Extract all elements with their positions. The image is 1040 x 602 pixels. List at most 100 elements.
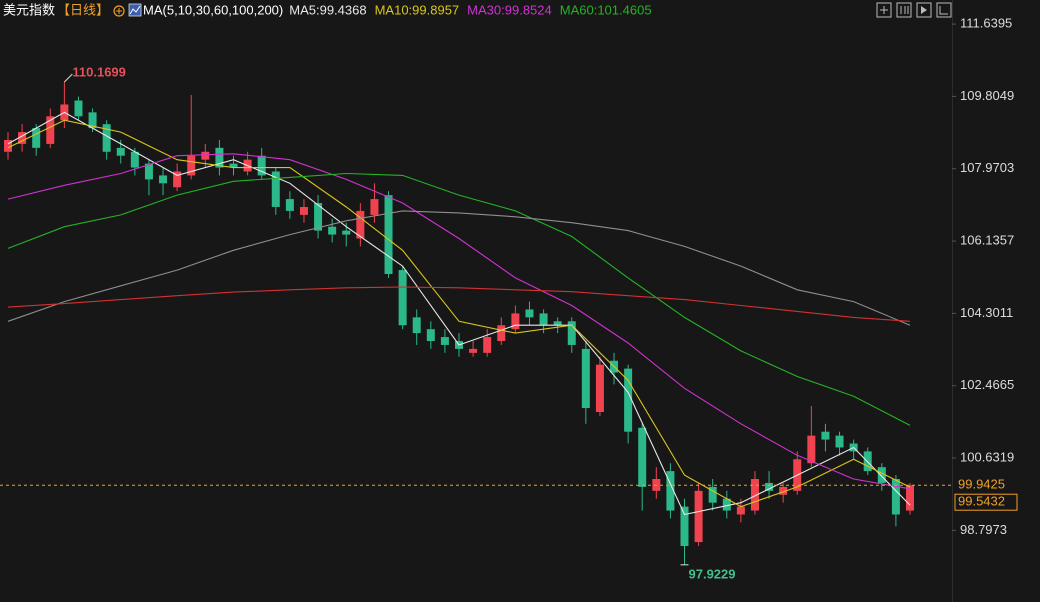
candle-body xyxy=(74,100,83,117)
ma-line xyxy=(7,153,911,490)
last-price-label: 99.9425 xyxy=(958,477,1005,492)
candle-body xyxy=(553,321,562,326)
candle-body xyxy=(299,206,308,215)
candle-body xyxy=(581,348,590,409)
candle-body xyxy=(835,435,844,448)
candle-body xyxy=(32,128,41,148)
y-tick-label: 107.9703 xyxy=(960,160,1014,175)
candle-body xyxy=(342,230,351,235)
candle-body xyxy=(525,309,534,318)
candle-body xyxy=(906,485,914,511)
max-label: 110.1699 xyxy=(72,64,126,79)
candle-body xyxy=(483,337,492,353)
candle-body xyxy=(356,210,365,239)
ma-line xyxy=(7,172,911,426)
candle-body xyxy=(88,112,97,129)
candle-body xyxy=(201,151,210,160)
candle-body xyxy=(440,337,449,345)
candle-body xyxy=(469,348,478,353)
add-icon[interactable] xyxy=(113,5,125,17)
layout-button[interactable] xyxy=(896,2,912,18)
legend: 美元指数 【日线】 MA(5,10,30,60,100,200) MA5:99.… xyxy=(3,2,652,17)
candle-body xyxy=(314,203,323,231)
candle-body xyxy=(722,498,731,511)
candle-body xyxy=(750,478,759,511)
candle-body xyxy=(46,116,55,144)
candle-body xyxy=(891,478,900,515)
legend-entry: MA30:99.8524 xyxy=(467,2,552,17)
candle-body xyxy=(412,317,421,334)
candle-body xyxy=(370,199,379,215)
candle-body xyxy=(638,427,647,487)
candle-body xyxy=(624,368,633,432)
candle-body xyxy=(680,506,689,547)
candle-body xyxy=(666,471,675,511)
candle-body xyxy=(426,329,435,342)
price-marker-label: 99.5432 xyxy=(958,494,1005,509)
price-marker-box xyxy=(954,493,1018,511)
candle-body xyxy=(116,147,125,156)
candle-body xyxy=(257,155,266,176)
min-label: 97.9229 xyxy=(689,566,736,581)
last-price-box xyxy=(955,477,1017,494)
window-controls xyxy=(876,2,952,18)
candle-body xyxy=(144,163,153,180)
candle-body xyxy=(173,171,182,188)
candle-body xyxy=(4,139,12,152)
candle-body xyxy=(398,270,407,326)
candle-body xyxy=(215,147,224,168)
indicator-label: MA(5,10,30,60,100,200) xyxy=(143,2,283,17)
y-tick-label: 109.8049 xyxy=(960,88,1014,103)
candle-body xyxy=(102,124,111,152)
candle-body xyxy=(384,195,393,274)
candle-body xyxy=(708,486,717,503)
fullscreen-glyph xyxy=(880,6,888,14)
ma-line xyxy=(7,210,911,326)
y-tick-label: 98.7973 xyxy=(960,522,1007,537)
candle-body xyxy=(130,151,139,168)
settings-glyph xyxy=(939,6,948,15)
play-glyph xyxy=(921,6,927,14)
candle-body xyxy=(511,313,520,330)
indicator-icon[interactable] xyxy=(128,3,142,17)
candle-body xyxy=(877,467,886,483)
candle-body xyxy=(497,325,506,342)
candle-body xyxy=(807,435,816,464)
ma-line xyxy=(7,119,911,508)
y-tick-label: 102.4665 xyxy=(960,377,1014,392)
y-tick-label: 111.6395 xyxy=(960,16,1012,31)
candle-body xyxy=(328,226,337,235)
candle-body xyxy=(229,163,238,168)
settings-button[interactable] xyxy=(936,2,952,18)
candle-body xyxy=(765,482,774,491)
candle-body xyxy=(187,155,196,176)
period-label[interactable]: 【日线】 xyxy=(57,2,109,17)
legend-entry: MA60:101.4605 xyxy=(560,2,652,17)
y-tick-label: 104.3011 xyxy=(960,305,1013,320)
candle-body xyxy=(18,132,27,144)
candle-body xyxy=(779,486,788,495)
candle-body xyxy=(736,506,745,515)
toolbar-icons[interactable] xyxy=(113,3,142,17)
candle-body xyxy=(595,364,604,412)
candle-body xyxy=(539,313,548,326)
legend-entry: MA10:99.8957 xyxy=(375,2,460,17)
candle-body xyxy=(694,490,703,543)
y-tick-label: 106.1357 xyxy=(960,232,1014,247)
y-tick-label: 100.6319 xyxy=(960,449,1014,464)
candle-body xyxy=(271,171,280,207)
candle-body xyxy=(159,175,168,184)
fullscreen-button[interactable] xyxy=(876,2,892,18)
candle-body xyxy=(285,199,294,211)
candle-body xyxy=(821,431,830,440)
legend-entry: MA5:99.4368 xyxy=(289,2,366,17)
instrument-title: 美元指数 xyxy=(3,2,55,17)
play-button[interactable] xyxy=(916,2,932,18)
ma-line xyxy=(7,286,911,322)
layout-glyph xyxy=(900,6,909,14)
max-pointer xyxy=(64,73,73,83)
indicator-icon-line xyxy=(129,5,141,15)
